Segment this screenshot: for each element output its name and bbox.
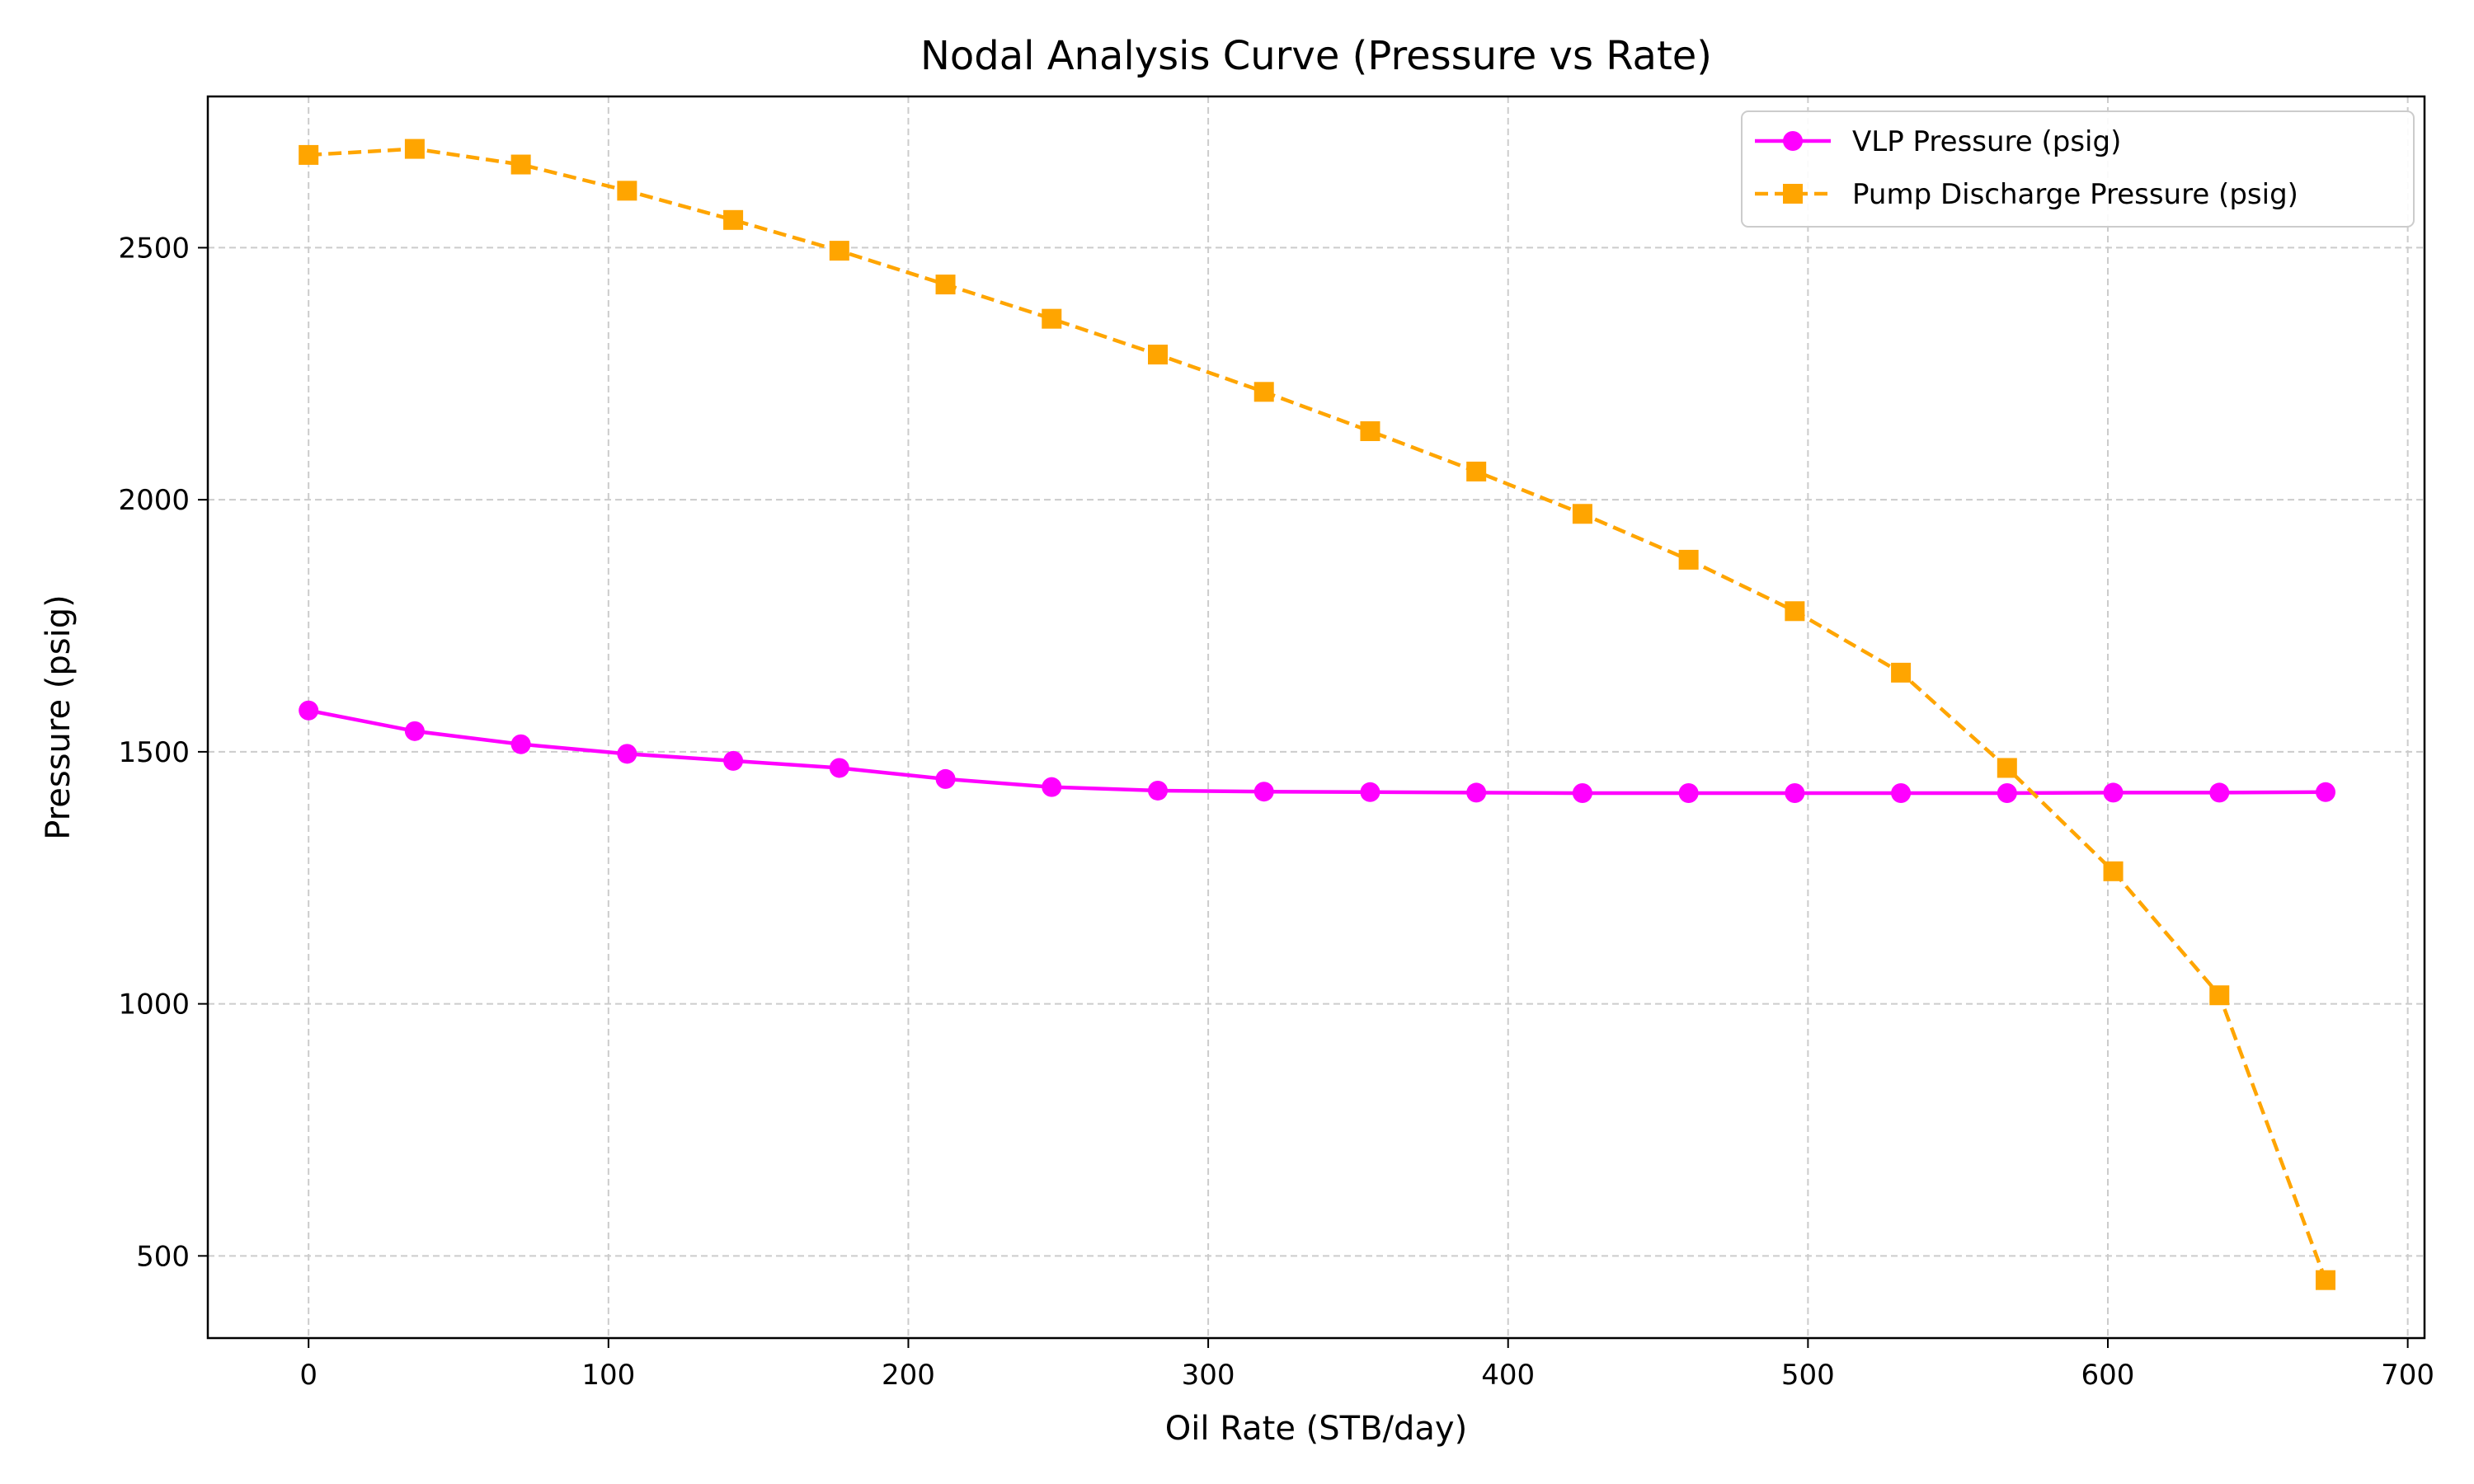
pump-discharge-pressure-point xyxy=(617,181,637,201)
pump-discharge-pressure-point xyxy=(1997,758,2017,778)
x-tick-label: 700 xyxy=(2381,1359,2434,1392)
pump-discharge-pressure-point xyxy=(2209,985,2230,1006)
x-tick-label: 600 xyxy=(2081,1359,2135,1392)
vlp-pressure-point xyxy=(299,700,319,721)
vlp-pressure-point xyxy=(1891,783,1912,804)
axis-ticks: 0 100 200 300 400 500 600 700 500 1000 1500 2000 250… xyxy=(118,232,2434,1392)
legend-vlp-pressure-label: VLP Pressure (psig) xyxy=(1852,125,2121,158)
vlp-pressure-line xyxy=(308,708,2326,796)
vlp-pressure-point xyxy=(1997,783,2017,804)
vlp-pressure-point xyxy=(2103,782,2124,803)
vlp-pressure-point xyxy=(1785,783,1805,804)
pump-discharge-pressure-point xyxy=(1678,549,1699,570)
vlp-pressure-point xyxy=(404,721,425,741)
pump-discharge-pressure-point xyxy=(404,139,425,159)
pump-discharge-pressure-point xyxy=(299,144,319,165)
vlp-pressure-point xyxy=(1042,777,1062,797)
vlp-pressure-point xyxy=(510,734,531,754)
y-axis-label: Pressure (psig) xyxy=(40,594,78,839)
x-tick-label: 200 xyxy=(882,1359,935,1392)
legend-vlp-pressure-marker xyxy=(1783,131,1803,151)
pump-discharge-pressure-point xyxy=(2316,1270,2335,1290)
y-tick-label: 1000 xyxy=(118,989,190,1021)
pump-discharge-pressure-point xyxy=(1785,601,1805,622)
vlp-pressure-point xyxy=(1148,780,1168,801)
y-tick-label: 500 xyxy=(136,1240,190,1273)
grid-lines xyxy=(208,96,2425,1338)
pump-discharge-pressure-line xyxy=(308,147,2328,1281)
vlp-pressure-point xyxy=(1678,783,1699,804)
plot-series xyxy=(299,139,2335,1290)
pump-discharge-pressure-point xyxy=(510,154,531,175)
vlp-pressure-point xyxy=(617,744,637,764)
pump-discharge-pressure-point xyxy=(1572,504,1592,524)
vlp-pressure-point xyxy=(1253,782,1274,802)
legend-pump-discharge-pressure-label: Pump Discharge Pressure (psig) xyxy=(1852,178,2298,211)
x-tick-label: 300 xyxy=(1182,1359,1235,1392)
x-tick-label: 400 xyxy=(1481,1359,1535,1392)
chart-title: Nodal Analysis Curve (Pressure vs Rate) xyxy=(920,33,1712,79)
x-tick-label: 100 xyxy=(581,1359,635,1392)
pump-discharge-pressure-point xyxy=(935,275,956,295)
y-tick-label: 1500 xyxy=(118,736,190,769)
plot-area-frame xyxy=(206,95,2426,1340)
x-tick-label: 0 xyxy=(299,1359,317,1392)
vlp-pressure-point xyxy=(1572,783,1592,804)
vlp-pressure-point xyxy=(2209,782,2230,803)
y-tick-label: 2000 xyxy=(118,484,190,517)
pump-discharge-pressure-point xyxy=(829,241,849,261)
legend-pump-discharge-pressure-marker xyxy=(1783,184,1803,204)
y-tick-label: 2500 xyxy=(118,232,190,265)
vlp-pressure-point xyxy=(935,768,956,789)
vlp-pressure-point xyxy=(1360,782,1380,802)
pump-discharge-pressure-point xyxy=(1891,662,1912,683)
legend-box xyxy=(1741,110,2415,228)
pump-discharge-pressure-point xyxy=(1042,308,1062,329)
vlp-pressure-point xyxy=(1466,782,1487,803)
vlp-pressure-point xyxy=(723,750,744,771)
pump-discharge-pressure-point xyxy=(1466,461,1487,481)
x-axis-label: Oil Rate (STB/day) xyxy=(1165,1410,1467,1448)
x-tick-label: 500 xyxy=(1781,1359,1835,1392)
pump-discharge-pressure-point xyxy=(1253,382,1274,402)
pump-discharge-pressure-point xyxy=(723,209,744,230)
pump-discharge-pressure-point xyxy=(1360,421,1380,442)
pump-discharge-pressure-point xyxy=(1148,345,1168,365)
vlp-pressure-point xyxy=(829,758,849,778)
pump-discharge-pressure-point xyxy=(2103,861,2124,881)
legend: VLP Pressure (psig) Pump Discharge Pressu… xyxy=(1741,110,2415,228)
vlp-pressure-point xyxy=(2316,782,2335,802)
